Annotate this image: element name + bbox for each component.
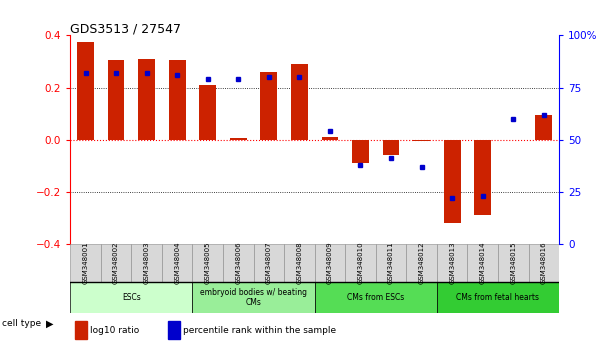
Bar <box>192 282 315 313</box>
Text: GSM348006: GSM348006 <box>235 242 241 284</box>
Bar <box>192 244 223 282</box>
Bar <box>284 244 315 282</box>
Text: GSM348008: GSM348008 <box>296 242 302 284</box>
Text: CMs from ESCs: CMs from ESCs <box>347 293 404 302</box>
Text: CMs from fetal hearts: CMs from fetal hearts <box>456 293 540 302</box>
Bar <box>291 64 308 139</box>
Text: percentile rank within the sample: percentile rank within the sample <box>183 326 336 335</box>
Bar <box>474 139 491 215</box>
Bar <box>75 321 87 339</box>
Text: GSM348014: GSM348014 <box>480 242 486 284</box>
Bar <box>223 244 254 282</box>
Bar <box>131 244 162 282</box>
Text: GSM348007: GSM348007 <box>266 242 272 284</box>
Text: ESCs: ESCs <box>122 293 141 302</box>
Text: GSM348016: GSM348016 <box>541 242 547 284</box>
Text: GSM348013: GSM348013 <box>449 242 455 284</box>
Bar <box>315 244 345 282</box>
Bar <box>101 244 131 282</box>
Text: GSM348015: GSM348015 <box>510 242 516 284</box>
Text: cell type: cell type <box>2 319 41 329</box>
Bar <box>413 139 430 141</box>
Bar <box>382 139 400 155</box>
Bar <box>376 244 406 282</box>
Bar <box>444 139 461 223</box>
Bar <box>406 244 437 282</box>
Bar <box>168 321 180 339</box>
Text: GSM348005: GSM348005 <box>205 242 211 284</box>
Bar <box>108 60 125 139</box>
Text: GSM348004: GSM348004 <box>174 242 180 284</box>
Text: GSM348009: GSM348009 <box>327 242 333 284</box>
Bar <box>162 244 192 282</box>
Bar <box>77 42 94 139</box>
Text: GSM348011: GSM348011 <box>388 242 394 284</box>
Bar <box>199 85 216 139</box>
Bar <box>254 244 284 282</box>
Bar <box>230 138 247 139</box>
Bar <box>467 244 498 282</box>
Bar <box>535 115 552 139</box>
Bar <box>260 72 277 139</box>
Bar <box>138 59 155 139</box>
Text: embryoid bodies w/ beating
CMs: embryoid bodies w/ beating CMs <box>200 288 307 308</box>
Text: GSM348010: GSM348010 <box>357 242 364 284</box>
Bar <box>70 282 192 313</box>
Text: GSM348001: GSM348001 <box>82 242 89 284</box>
Bar <box>529 244 559 282</box>
Text: GSM348002: GSM348002 <box>113 242 119 284</box>
Bar <box>169 60 186 139</box>
Bar <box>345 244 376 282</box>
Bar <box>352 139 369 163</box>
Bar <box>437 244 467 282</box>
Bar <box>315 282 437 313</box>
Text: GSM348003: GSM348003 <box>144 242 150 284</box>
Text: GDS3513 / 27547: GDS3513 / 27547 <box>70 22 181 35</box>
Text: ▶: ▶ <box>46 319 54 329</box>
Text: log10 ratio: log10 ratio <box>90 326 139 335</box>
Bar <box>70 244 101 282</box>
Text: GSM348012: GSM348012 <box>419 242 425 284</box>
Bar <box>321 137 338 139</box>
Bar <box>437 282 559 313</box>
Bar <box>498 244 529 282</box>
